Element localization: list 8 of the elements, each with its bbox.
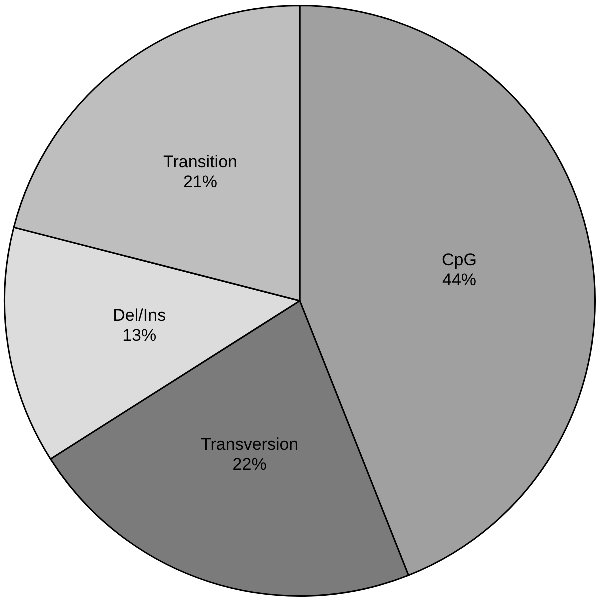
data-label: 44% [442, 270, 477, 290]
slice-label: Transversion [201, 435, 299, 454]
slice-label: CpG [442, 250, 477, 270]
data-label: 21% [183, 172, 218, 192]
slice-label: Transition [163, 152, 238, 172]
data-label: 22% [232, 455, 267, 474]
slice-label: Del/Ins [113, 306, 166, 326]
data-label: 13% [122, 326, 157, 346]
